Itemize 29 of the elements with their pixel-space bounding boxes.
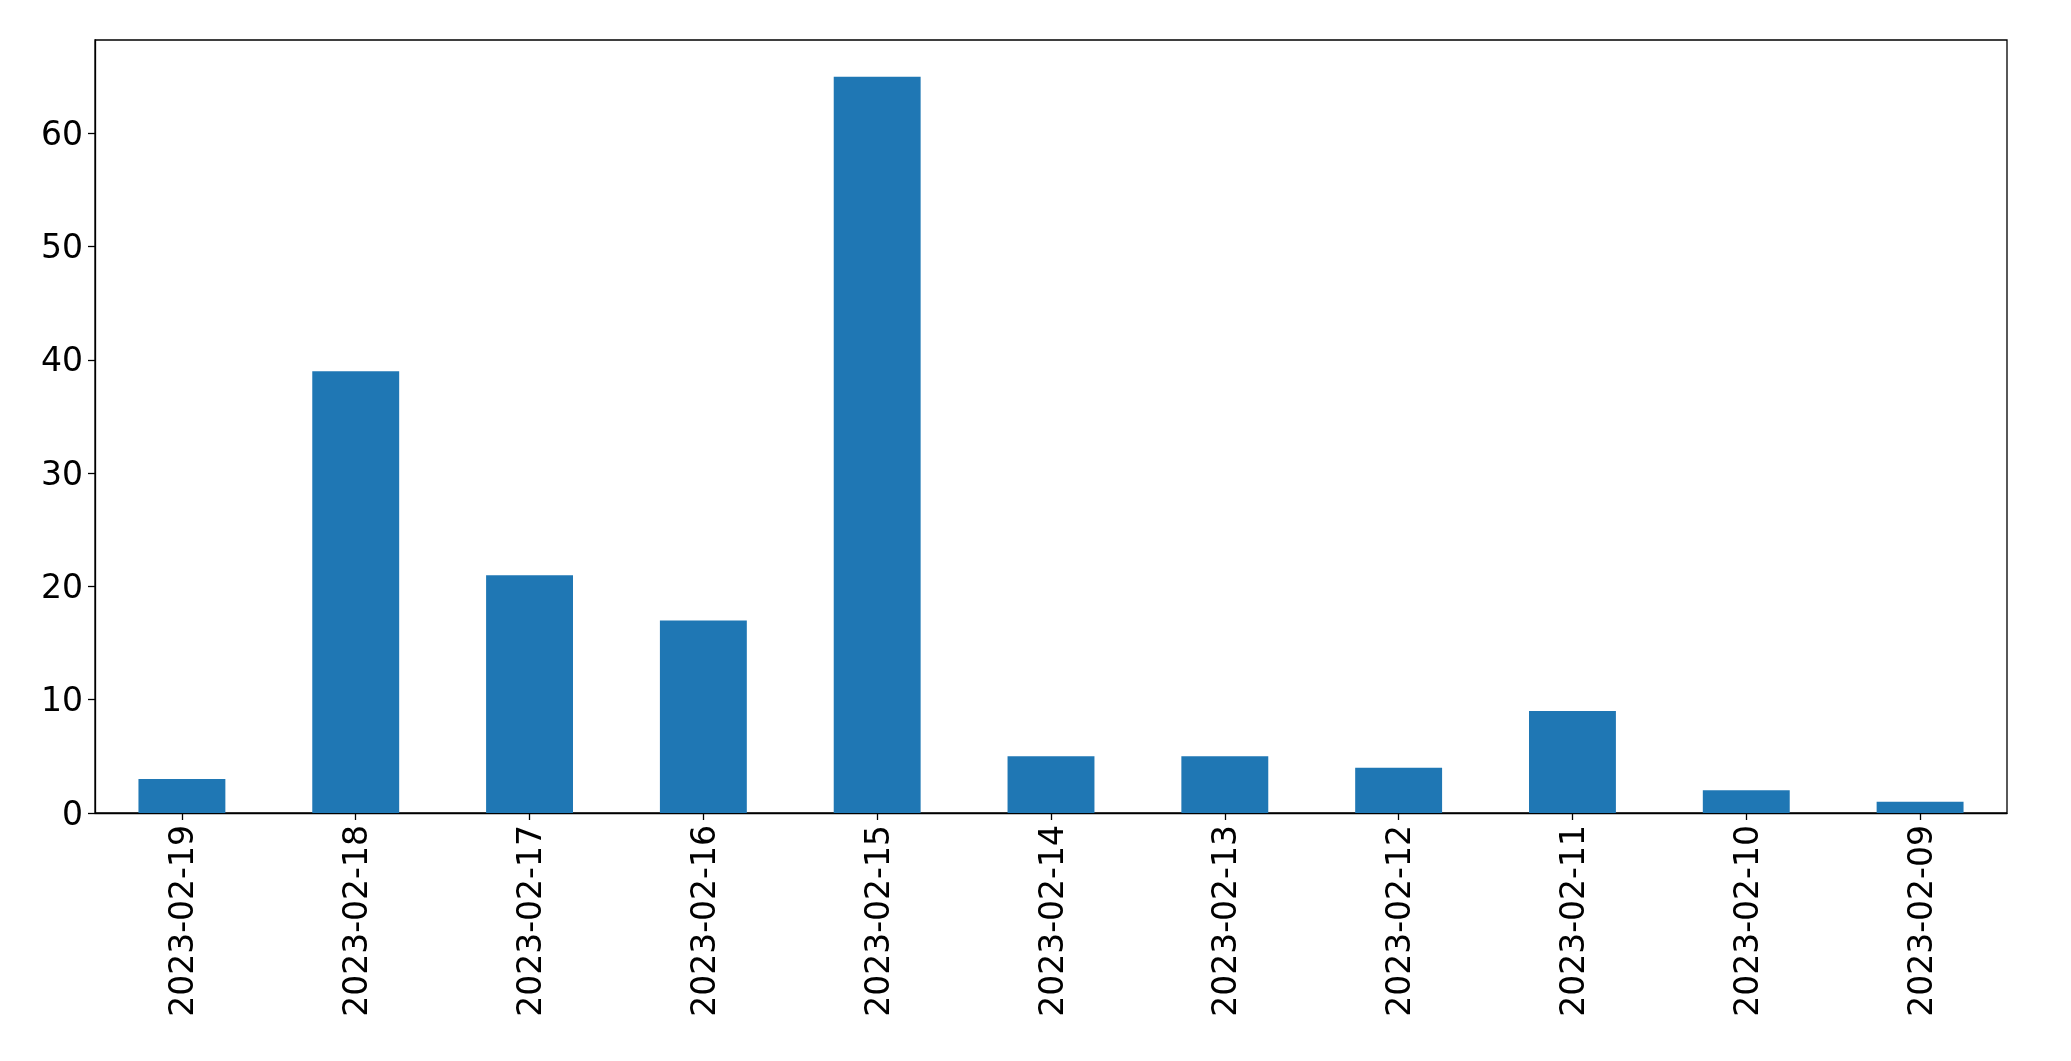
bar xyxy=(1876,801,1964,813)
x-tick-label: 2023-02-14 xyxy=(1031,825,1071,1017)
y-tick-label: 50 xyxy=(41,227,83,267)
bar xyxy=(486,575,573,813)
y-tick-label: 30 xyxy=(41,453,83,493)
x-tick-label: 2023-02-13 xyxy=(1205,825,1245,1017)
bar xyxy=(312,371,400,813)
bar xyxy=(659,620,747,813)
x-tick-label: 2023-02-10 xyxy=(1726,825,1766,1017)
x-tick-label: 2023-02-19 xyxy=(162,825,202,1017)
x-tick-label: 2023-02-16 xyxy=(683,825,723,1017)
bar xyxy=(1355,767,1443,813)
x-tick-label: 2023-02-17 xyxy=(510,825,550,1017)
bar xyxy=(138,779,226,813)
y-tick-label: 60 xyxy=(41,113,83,153)
x-tick-label: 2023-02-12 xyxy=(1379,825,1419,1017)
bar xyxy=(1007,756,1095,813)
bar xyxy=(1181,756,1269,813)
x-tick-label: 2023-02-18 xyxy=(336,825,376,1017)
bar xyxy=(1702,790,1790,813)
y-tick-label: 0 xyxy=(62,793,83,833)
bar xyxy=(833,76,921,813)
x-tick-label: 2023-02-11 xyxy=(1552,825,1592,1017)
y-tick-label: 20 xyxy=(41,566,83,606)
y-tick-label: 10 xyxy=(41,680,83,720)
y-tick-label: 40 xyxy=(41,340,83,380)
bar xyxy=(1529,711,1616,813)
x-tick-label: 2023-02-15 xyxy=(857,825,897,1017)
x-tick-label: 2023-02-09 xyxy=(1900,825,1940,1017)
